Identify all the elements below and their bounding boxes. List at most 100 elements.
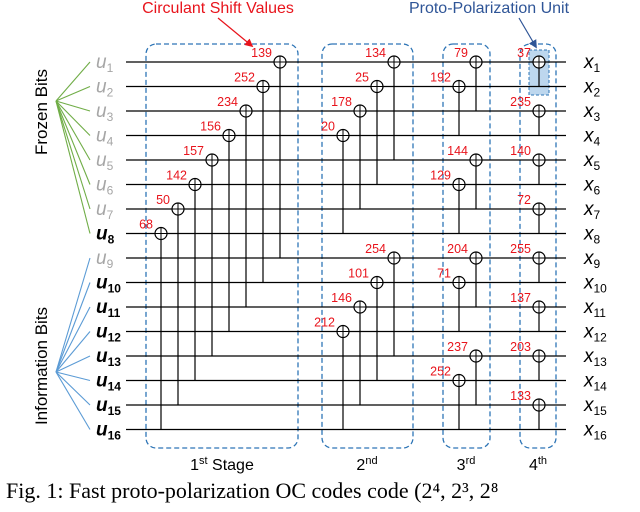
output-label: x7 [583,199,601,222]
shift-value-label: 25 [355,71,369,85]
input-label: u15 [96,395,121,418]
bit-fan-line [55,371,91,406]
output-label: x16 [583,420,607,443]
output-label: x8 [583,224,601,247]
output-label: x11 [583,297,606,320]
information-bits-label: Information Bits [32,307,51,425]
input-label: u1 [96,52,114,75]
stage-3-box [442,43,491,449]
shift-value-label: 204 [447,242,468,256]
bit-fan-line [55,257,91,373]
proto-arrow [518,17,537,49]
input-label: u2 [96,77,114,100]
shift-value-label: 235 [510,95,531,109]
shift-value-label: 133 [510,389,531,403]
bit-fan-line [55,371,91,382]
shift-value-label: 139 [251,46,272,60]
output-label: x9 [583,248,601,271]
input-label: u8 [96,224,115,247]
bit-fan-line [55,306,91,373]
input-label: u5 [96,150,114,173]
bit-fan-line [55,100,91,136]
input-label: u9 [96,248,114,271]
output-label: x15 [583,395,607,418]
figure-caption: Fig. 1: Fast proto-polarization OC codes… [6,478,499,503]
shift-value-label: 252 [430,365,451,379]
stage-label: 1st Stage [190,455,254,474]
input-label: u6 [96,175,114,198]
bit-fan-line [55,355,91,373]
bit-fan-line [55,331,91,373]
output-label: x5 [583,150,601,173]
input-label: u7 [96,199,114,222]
input-label: u12 [96,322,121,345]
shift-value-label: 129 [430,169,451,183]
shift-value-label: 68 [139,218,153,232]
input-label: u16 [96,420,121,443]
input-label: u3 [96,101,114,124]
xor-gates [154,55,546,412]
output-label: x2 [583,77,601,100]
input-label: u11 [96,297,121,320]
proto-polarization-unit-title: Proto-Polarization Unit [409,0,570,17]
shift-value-label: 212 [314,316,335,330]
shift-value-label: 144 [447,144,468,158]
bit-fan-line [55,85,91,102]
output-label: x4 [583,126,601,149]
bit-fan-line [55,282,91,373]
shift-value-label: 146 [331,291,352,305]
shift-value-label: 237 [447,340,468,354]
bit-fan-line [55,100,91,210]
output-label: x1 [583,52,601,75]
shift-value-label: 72 [517,193,531,207]
shift-value-label: 134 [365,46,386,60]
output-label: x13 [583,346,607,369]
shift-value-label: 157 [183,144,204,158]
input-label: u13 [96,346,121,369]
output-label: x10 [583,273,607,296]
stage-4-box [519,43,557,449]
shift-value-label: 234 [217,95,238,109]
output-label: x12 [583,322,607,345]
bit-fan-line [55,100,91,161]
input-label: u14 [96,371,121,394]
stage-1-box [145,43,299,449]
input-label: u10 [96,273,121,296]
bit-fan-line [55,100,91,185]
bit-fan-line [55,100,91,234]
shift-value-label: 254 [365,242,386,256]
stage-2-box [321,43,414,449]
circulant-shift-values-title: Circulant Shift Values [142,0,294,17]
shift-value-label: 137 [510,291,531,305]
wires [126,61,566,431]
frozen-bits-label: Frozen Bits [32,69,51,155]
figure-caption-region: Fig. 1: Fast proto-polarization OC codes… [0,478,640,512]
shift-value-label: 192 [430,71,451,85]
shift-value-label: 79 [454,46,468,60]
stage-label: 2nd [356,455,377,474]
bit-fan-lines [55,61,91,430]
shift-value-label: 156 [200,120,221,134]
shift-value-label: 50 [156,193,170,207]
bit-fan-line [55,371,91,430]
shift-value-label: 140 [510,144,531,158]
output-label: x14 [583,371,607,394]
shift-value-label: 252 [234,71,255,85]
shift-value-label: 178 [331,95,352,109]
output-label: x6 [583,175,601,198]
output-label: x3 [583,101,601,124]
shift-value-label: 203 [510,340,531,354]
shift-value-label: 142 [166,169,187,183]
input-label: u4 [96,126,114,149]
shift-value-label: 71 [437,267,451,281]
stage-label: 3rd [457,455,476,474]
stage-label: 4th [529,455,547,474]
shift-value-label: 37 [517,46,531,60]
shift-value-label: 20 [321,120,335,134]
bit-fan-line [55,61,91,102]
shift-arrow [217,17,254,48]
shift-value-label: 255 [510,242,531,256]
shift-value-label: 101 [348,267,369,281]
